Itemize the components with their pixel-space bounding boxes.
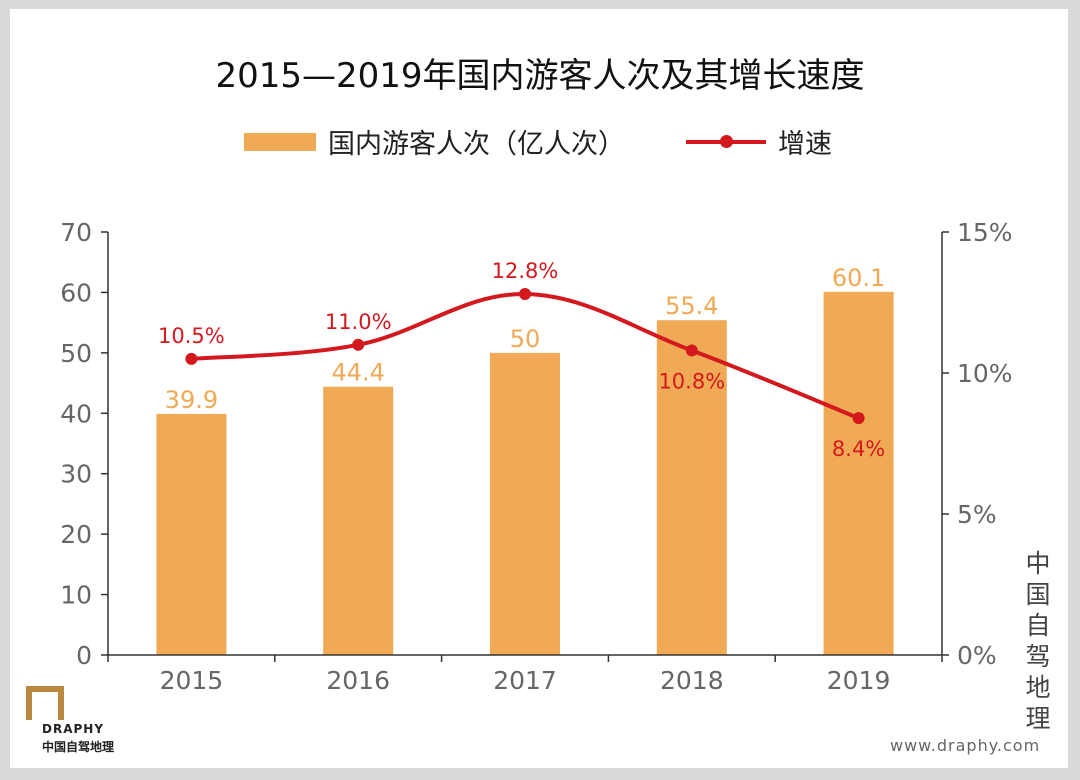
- growth-point: [852, 412, 865, 425]
- x-tick-label: 2017: [493, 666, 557, 695]
- logo-frame-icon: [26, 686, 64, 720]
- bar: [323, 386, 394, 655]
- bar: [490, 352, 560, 655]
- legend-line-swatch: [686, 134, 766, 148]
- x-tick-label: 2019: [827, 666, 891, 695]
- legend-bar-swatch: [244, 132, 316, 151]
- y-tick-label: 30: [60, 460, 92, 489]
- y-tick-label: 10: [60, 581, 92, 610]
- growth-point: [352, 338, 365, 351]
- legend-item-growth: 增速: [686, 122, 832, 161]
- bar: [156, 413, 227, 655]
- y2-tick-label: 0%: [957, 641, 997, 670]
- x-tick-label: 2015: [160, 666, 224, 695]
- growth-value-label: 12.8%: [492, 259, 559, 283]
- y2-tick-label: 5%: [957, 500, 997, 529]
- growth-value-label: 11.0%: [325, 310, 392, 334]
- y-tick-label: 50: [60, 339, 92, 368]
- growth-value-label: 10.8%: [658, 369, 725, 393]
- bar-value-label: 39.9: [165, 386, 218, 414]
- bar-value-label: 44.4: [331, 359, 384, 387]
- y-tick-label: 40: [60, 399, 92, 428]
- y-tick-label: 20: [60, 520, 92, 549]
- bar: [823, 291, 894, 655]
- y2-tick-label: 15%: [957, 218, 1013, 247]
- draphy-logo: DRAPHY 中国自驾地理: [26, 686, 136, 756]
- logo-chinese-name: 中国自驾地理: [42, 740, 115, 754]
- growth-point: [185, 352, 198, 365]
- legend-bar-label: 国内游客人次（亿人次）: [328, 129, 625, 160]
- side-brand-text: 中国自驾地理: [1025, 549, 1051, 733]
- chart-title: 2015—2019年国内游客人次及其增长速度: [215, 56, 865, 96]
- bar: [656, 320, 727, 655]
- y2-tick-label: 10%: [957, 359, 1013, 388]
- x-tick-label: 2018: [660, 666, 724, 695]
- bar-value-label: 55.4: [665, 292, 718, 320]
- bar-value-label: 60.1: [832, 264, 885, 292]
- legend-item-visitors: 国内游客人次（亿人次）: [244, 122, 625, 161]
- growth-point: [519, 288, 531, 301]
- website-url: www.draphy.com: [890, 736, 1041, 755]
- y-tick-label: 0: [76, 641, 92, 670]
- bar-value-label: 50: [510, 325, 541, 353]
- y-tick-label: 70: [60, 218, 92, 247]
- logo-word: DRAPHY: [42, 722, 105, 736]
- x-tick-label: 2016: [326, 666, 390, 695]
- growth-value-label: 10.5%: [158, 324, 225, 348]
- legend-line-label: 增速: [778, 129, 832, 160]
- growth-value-label: 8.4%: [832, 437, 885, 461]
- growth-point: [685, 344, 698, 357]
- y-tick-label: 60: [60, 278, 92, 307]
